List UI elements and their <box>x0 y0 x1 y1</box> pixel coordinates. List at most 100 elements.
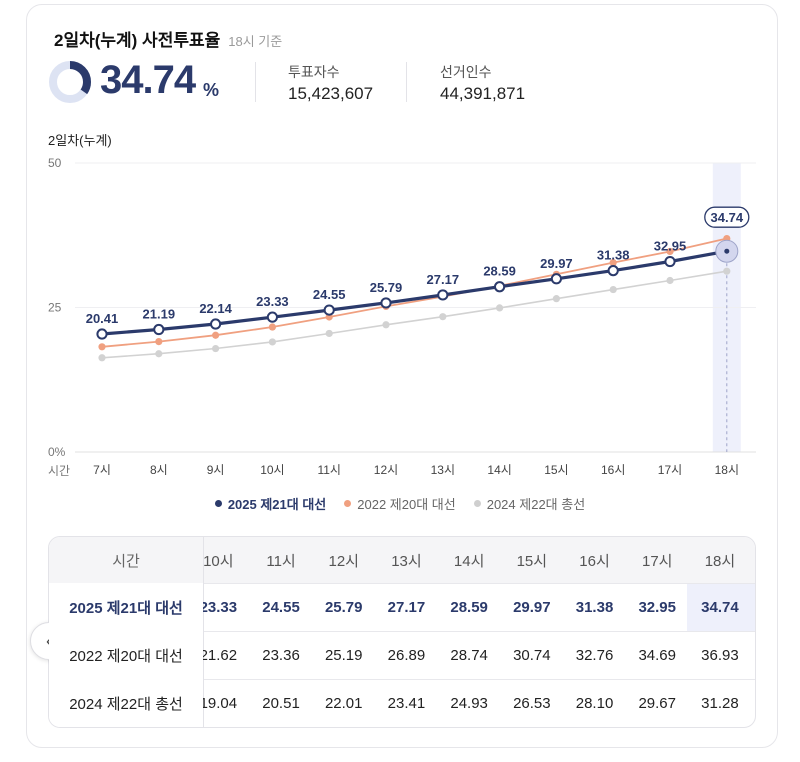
table-cell: 28.59 <box>450 598 488 616</box>
x-tick-label: 13시 <box>431 463 455 477</box>
table-header-label: 시간 <box>112 552 140 570</box>
table-cell: 25.19 <box>324 646 363 664</box>
table-cell: 24.55 <box>262 598 300 616</box>
series-2025-point <box>153 323 165 336</box>
x-axis-label: 시간 <box>48 464 70 478</box>
data-label: 21.19 <box>143 307 176 322</box>
table-cell: 32.95 <box>638 598 676 616</box>
table-cell: 31.28 <box>701 694 739 712</box>
x-tick-label: 9시 <box>207 463 225 477</box>
table-cell: 30.74 <box>513 646 551 664</box>
data-label: 34.74 <box>711 210 744 225</box>
data-label: 22.14 <box>199 301 232 316</box>
series-2025-point <box>607 265 619 277</box>
data-label: 28.59 <box>483 264 516 279</box>
series-2022-line <box>101 237 728 348</box>
x-tick-label: 15시 <box>544 463 568 477</box>
table-cell: 20.51 <box>262 694 300 712</box>
turnout-rate: 34.74 <box>100 58 196 102</box>
data-label: 31.38 <box>597 248 630 263</box>
series-2024-point <box>723 267 731 275</box>
legend-label: 2025 제21대 대선 <box>227 497 327 512</box>
x-tick-label: 16시 <box>601 463 625 477</box>
data-label: 23.33 <box>256 294 289 309</box>
legend-dot-icon <box>344 500 352 507</box>
series-2025-point <box>724 248 730 254</box>
series-2024-point <box>439 313 447 321</box>
table-row-label: 2022 제20대 대선 <box>49 631 203 679</box>
electorate-value: 44,391,871 <box>440 84 526 103</box>
series-2025-point <box>323 304 335 316</box>
electorate-label: 선거인수 <box>440 64 492 80</box>
table-cell: 34.74 <box>701 598 739 616</box>
table-header-cell: 18시 <box>704 552 736 570</box>
series-2024-point <box>496 304 504 312</box>
basis-time: 18시 기준 <box>228 34 283 49</box>
table-header-cell: 17시 <box>641 552 673 570</box>
data-label: 27.17 <box>427 272 460 287</box>
table-cell: 24.93 <box>450 694 488 712</box>
data-label: 32.95 <box>654 239 687 254</box>
table-cell: 36.93 <box>701 646 739 664</box>
x-tick-label: 17시 <box>658 463 682 477</box>
table-cell: 19.04 <box>199 694 238 712</box>
table-header-cell: 14시 <box>453 552 485 570</box>
column-divider <box>203 537 204 727</box>
legend-label: 2022 제20대 대선 <box>357 497 456 512</box>
table-cell: 22.01 <box>324 694 363 712</box>
series-2024-point <box>382 321 390 329</box>
series-2022-point <box>98 343 106 351</box>
stat-divider <box>255 62 256 102</box>
highlight-cell <box>687 583 755 631</box>
legend-item-2025[interactable]: 2025 제21대 대선 <box>214 494 327 513</box>
data-label: 24.55 <box>313 287 346 302</box>
stat-divider <box>406 62 407 102</box>
table-cell: 26.53 <box>513 694 551 712</box>
x-tick-label: 8시 <box>150 463 168 477</box>
turnout-table: 시간 10시 11시 12시 13시 14시 15시 16시 17시 18시 23.33 24.55 2… <box>48 536 756 728</box>
legend-dot-icon <box>214 500 222 507</box>
table-cell: 28.10 <box>575 694 614 712</box>
x-tick-label: 10시 <box>260 463 284 477</box>
series-2025-point <box>210 318 222 330</box>
row-divider <box>49 679 755 680</box>
value-callout <box>704 206 750 228</box>
table-cell: 23.41 <box>387 694 426 712</box>
table-cell: 21.62 <box>199 646 238 664</box>
row-divider <box>49 631 755 632</box>
series-2025-point <box>266 311 278 323</box>
table-cell: 23.36 <box>262 646 300 664</box>
series-2024-point <box>155 350 163 358</box>
x-tick-label: 12시 <box>374 463 398 477</box>
series-2024-point <box>212 344 220 353</box>
turnout-rate-unit: % <box>203 80 220 100</box>
series-2024-line <box>101 270 727 359</box>
table-cell: 29.97 <box>513 598 551 616</box>
table-row-label: 2025 제21대 대선 <box>49 583 203 631</box>
data-label: 25.79 <box>370 280 403 295</box>
series-2025-point <box>437 289 449 301</box>
legend-dot-icon <box>473 500 481 507</box>
chart-legend: 2025 제21대 대선 2022 제20대 대선 2024 제22대 총선 <box>0 494 800 513</box>
row-divider <box>49 583 755 584</box>
series-2022-point <box>609 259 617 267</box>
table-cell: 26.89 <box>387 646 426 664</box>
table-header-cell: 12시 <box>328 552 359 570</box>
series-2025-point <box>96 328 108 340</box>
table-header-cell: 11시 <box>266 552 296 570</box>
series-2024-point <box>98 354 106 362</box>
donut-progress-icon <box>49 61 91 103</box>
series-2022-point <box>666 247 674 256</box>
donut-arc <box>49 61 91 103</box>
table-cell: 25.79 <box>324 598 363 616</box>
series-2024-point <box>325 329 333 338</box>
table-cell: 28.74 <box>450 646 488 664</box>
legend-item-2024[interactable]: 2024 제22대 총선 <box>473 494 585 513</box>
series-2025-line <box>101 249 728 336</box>
legend-item-2022[interactable]: 2022 제20대 대선 <box>344 494 456 513</box>
series-2025-point <box>380 297 392 309</box>
table-header-cell: 13시 <box>391 552 422 570</box>
table-cell: 23.33 <box>199 598 238 616</box>
series-2022-point <box>268 323 276 331</box>
voters-label: 투표자수 <box>288 64 340 80</box>
